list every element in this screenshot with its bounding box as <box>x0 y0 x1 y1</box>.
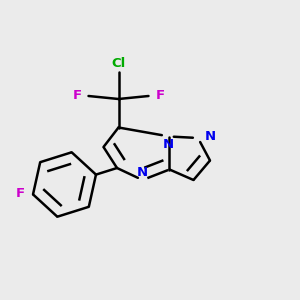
Text: N: N <box>162 138 174 152</box>
Text: N: N <box>137 166 148 179</box>
Text: F: F <box>73 89 82 103</box>
Text: N: N <box>204 130 216 143</box>
Text: F: F <box>16 187 25 200</box>
Text: Cl: Cl <box>111 57 126 70</box>
Text: F: F <box>155 89 164 103</box>
